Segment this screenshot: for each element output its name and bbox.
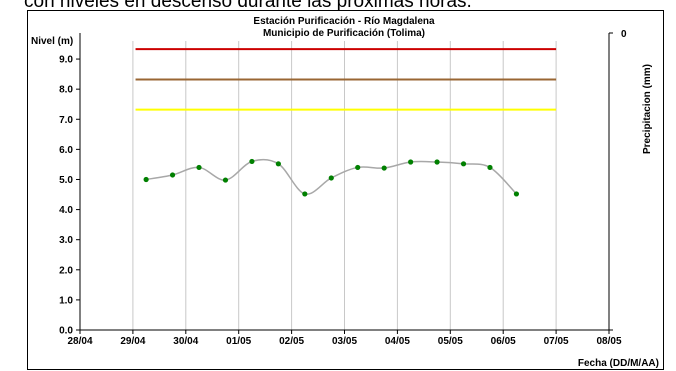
- data-point: [275, 161, 281, 167]
- x-tick-label: 05/05: [438, 336, 463, 347]
- x-tick-label: 28/04: [67, 336, 92, 347]
- data-point: [196, 164, 202, 171]
- x-axis-label: Fecha (DD/M/AA): [578, 358, 659, 369]
- y-tick-label: 9.0: [59, 55, 73, 66]
- data-point: [513, 191, 520, 197]
- y-tick-label: 3.0: [59, 235, 73, 246]
- level-chart: Estación Purificación - Río Magdalena Mu…: [31, 16, 659, 369]
- y-axis-label: Nivel (m): [31, 36, 73, 47]
- data-point: [222, 177, 229, 183]
- y-tick-label: 5.0: [59, 175, 73, 186]
- y-tick-label: 1.0: [59, 295, 73, 306]
- data-point: [249, 158, 255, 165]
- x-tick-label: 08/05: [596, 336, 621, 347]
- x-tick-label: 30/04: [173, 336, 198, 347]
- data-point: [355, 164, 361, 171]
- chart-frame: Estación Purificación - Río Magdalena Mu…: [27, 10, 664, 370]
- x-tick-label: 02/05: [279, 336, 304, 347]
- data-point: [169, 172, 176, 178]
- data-point: [434, 159, 440, 165]
- x-tick-label: 04/05: [385, 336, 410, 347]
- y-tick-label: 6.0: [59, 145, 73, 156]
- y-tick-label: 0.0: [59, 326, 73, 337]
- y-tick-label: 7.0: [59, 115, 73, 126]
- y2-axis-label: Precipitacion (mm): [642, 64, 653, 154]
- data-point: [487, 164, 493, 171]
- data-point: [381, 165, 387, 171]
- data-point: [328, 175, 334, 181]
- x-tick-label: 07/05: [544, 336, 569, 347]
- chart-title: Estación Purificación - Río Magdalena: [253, 16, 435, 27]
- y-tick-label: 4.0: [59, 205, 73, 216]
- page-caption: con niveles en descenso durante las próx…: [24, 0, 472, 12]
- data-point: [302, 191, 308, 197]
- y2-tick-label: 0: [621, 29, 627, 40]
- data-point: [408, 159, 414, 165]
- chart-subtitle: Municipio de Purificación (Tolima): [263, 28, 425, 39]
- x-tick-label: 03/05: [332, 336, 357, 347]
- data-point: [143, 176, 149, 183]
- data-point: [460, 161, 467, 167]
- x-tick-label: 01/05: [226, 336, 251, 347]
- x-tick-label: 29/04: [120, 336, 145, 347]
- y-tick-label: 2.0: [59, 265, 73, 276]
- x-tick-label: 06/05: [491, 336, 516, 347]
- y-tick-label: 8.0: [59, 85, 73, 96]
